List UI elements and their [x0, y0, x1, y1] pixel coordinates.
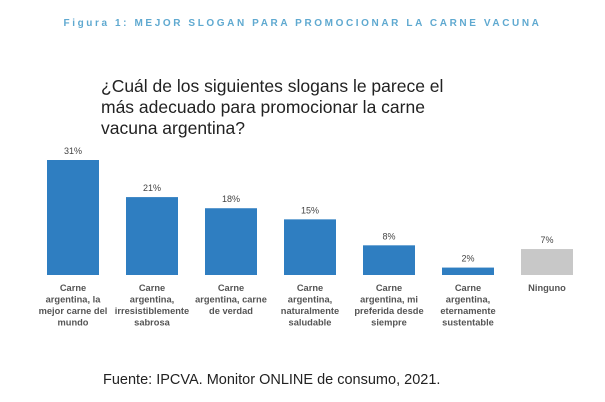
bar-1: [47, 160, 99, 275]
bar-2: [126, 197, 178, 275]
data-label-5: 8%: [382, 231, 395, 241]
data-label-4: 15%: [301, 205, 319, 215]
bar-3: [205, 208, 257, 275]
data-label-6: 2%: [461, 254, 474, 264]
data-label-7: 7%: [540, 235, 553, 245]
data-label-2: 21%: [143, 183, 161, 193]
data-label-3: 18%: [222, 194, 240, 204]
category-label-4: Carne argentina, naturalmente saludable: [281, 283, 339, 328]
chart-question: ¿Cuál de los siguientes slogans le parec…: [101, 76, 444, 138]
category-label-2: Carne argentina, irresistiblemente sabrosa: [115, 283, 189, 328]
category-label-7: Ninguno: [528, 283, 566, 293]
bar-4: [284, 219, 336, 275]
category-label-3: Carne argentina, carne de verdad: [195, 283, 267, 316]
bar-6: [442, 267, 494, 275]
category-label-5: Carne argentina, mi preferida desde siempre: [354, 283, 423, 328]
figure-title: Figura 1: MEJOR SLOGAN PARA PROMOCIONAR …: [63, 18, 542, 29]
category-label-1: Carne argentina, la mejor carne del mundo: [39, 283, 108, 328]
bar-7: [521, 249, 573, 275]
data-label-1: 31%: [64, 146, 82, 156]
category-label-6: Carne argentina, eternamente sustentable: [440, 283, 495, 328]
bar-5: [363, 245, 415, 275]
source-note: Fuente: IPCVA. Monitor ONLINE de consumo…: [103, 372, 441, 388]
